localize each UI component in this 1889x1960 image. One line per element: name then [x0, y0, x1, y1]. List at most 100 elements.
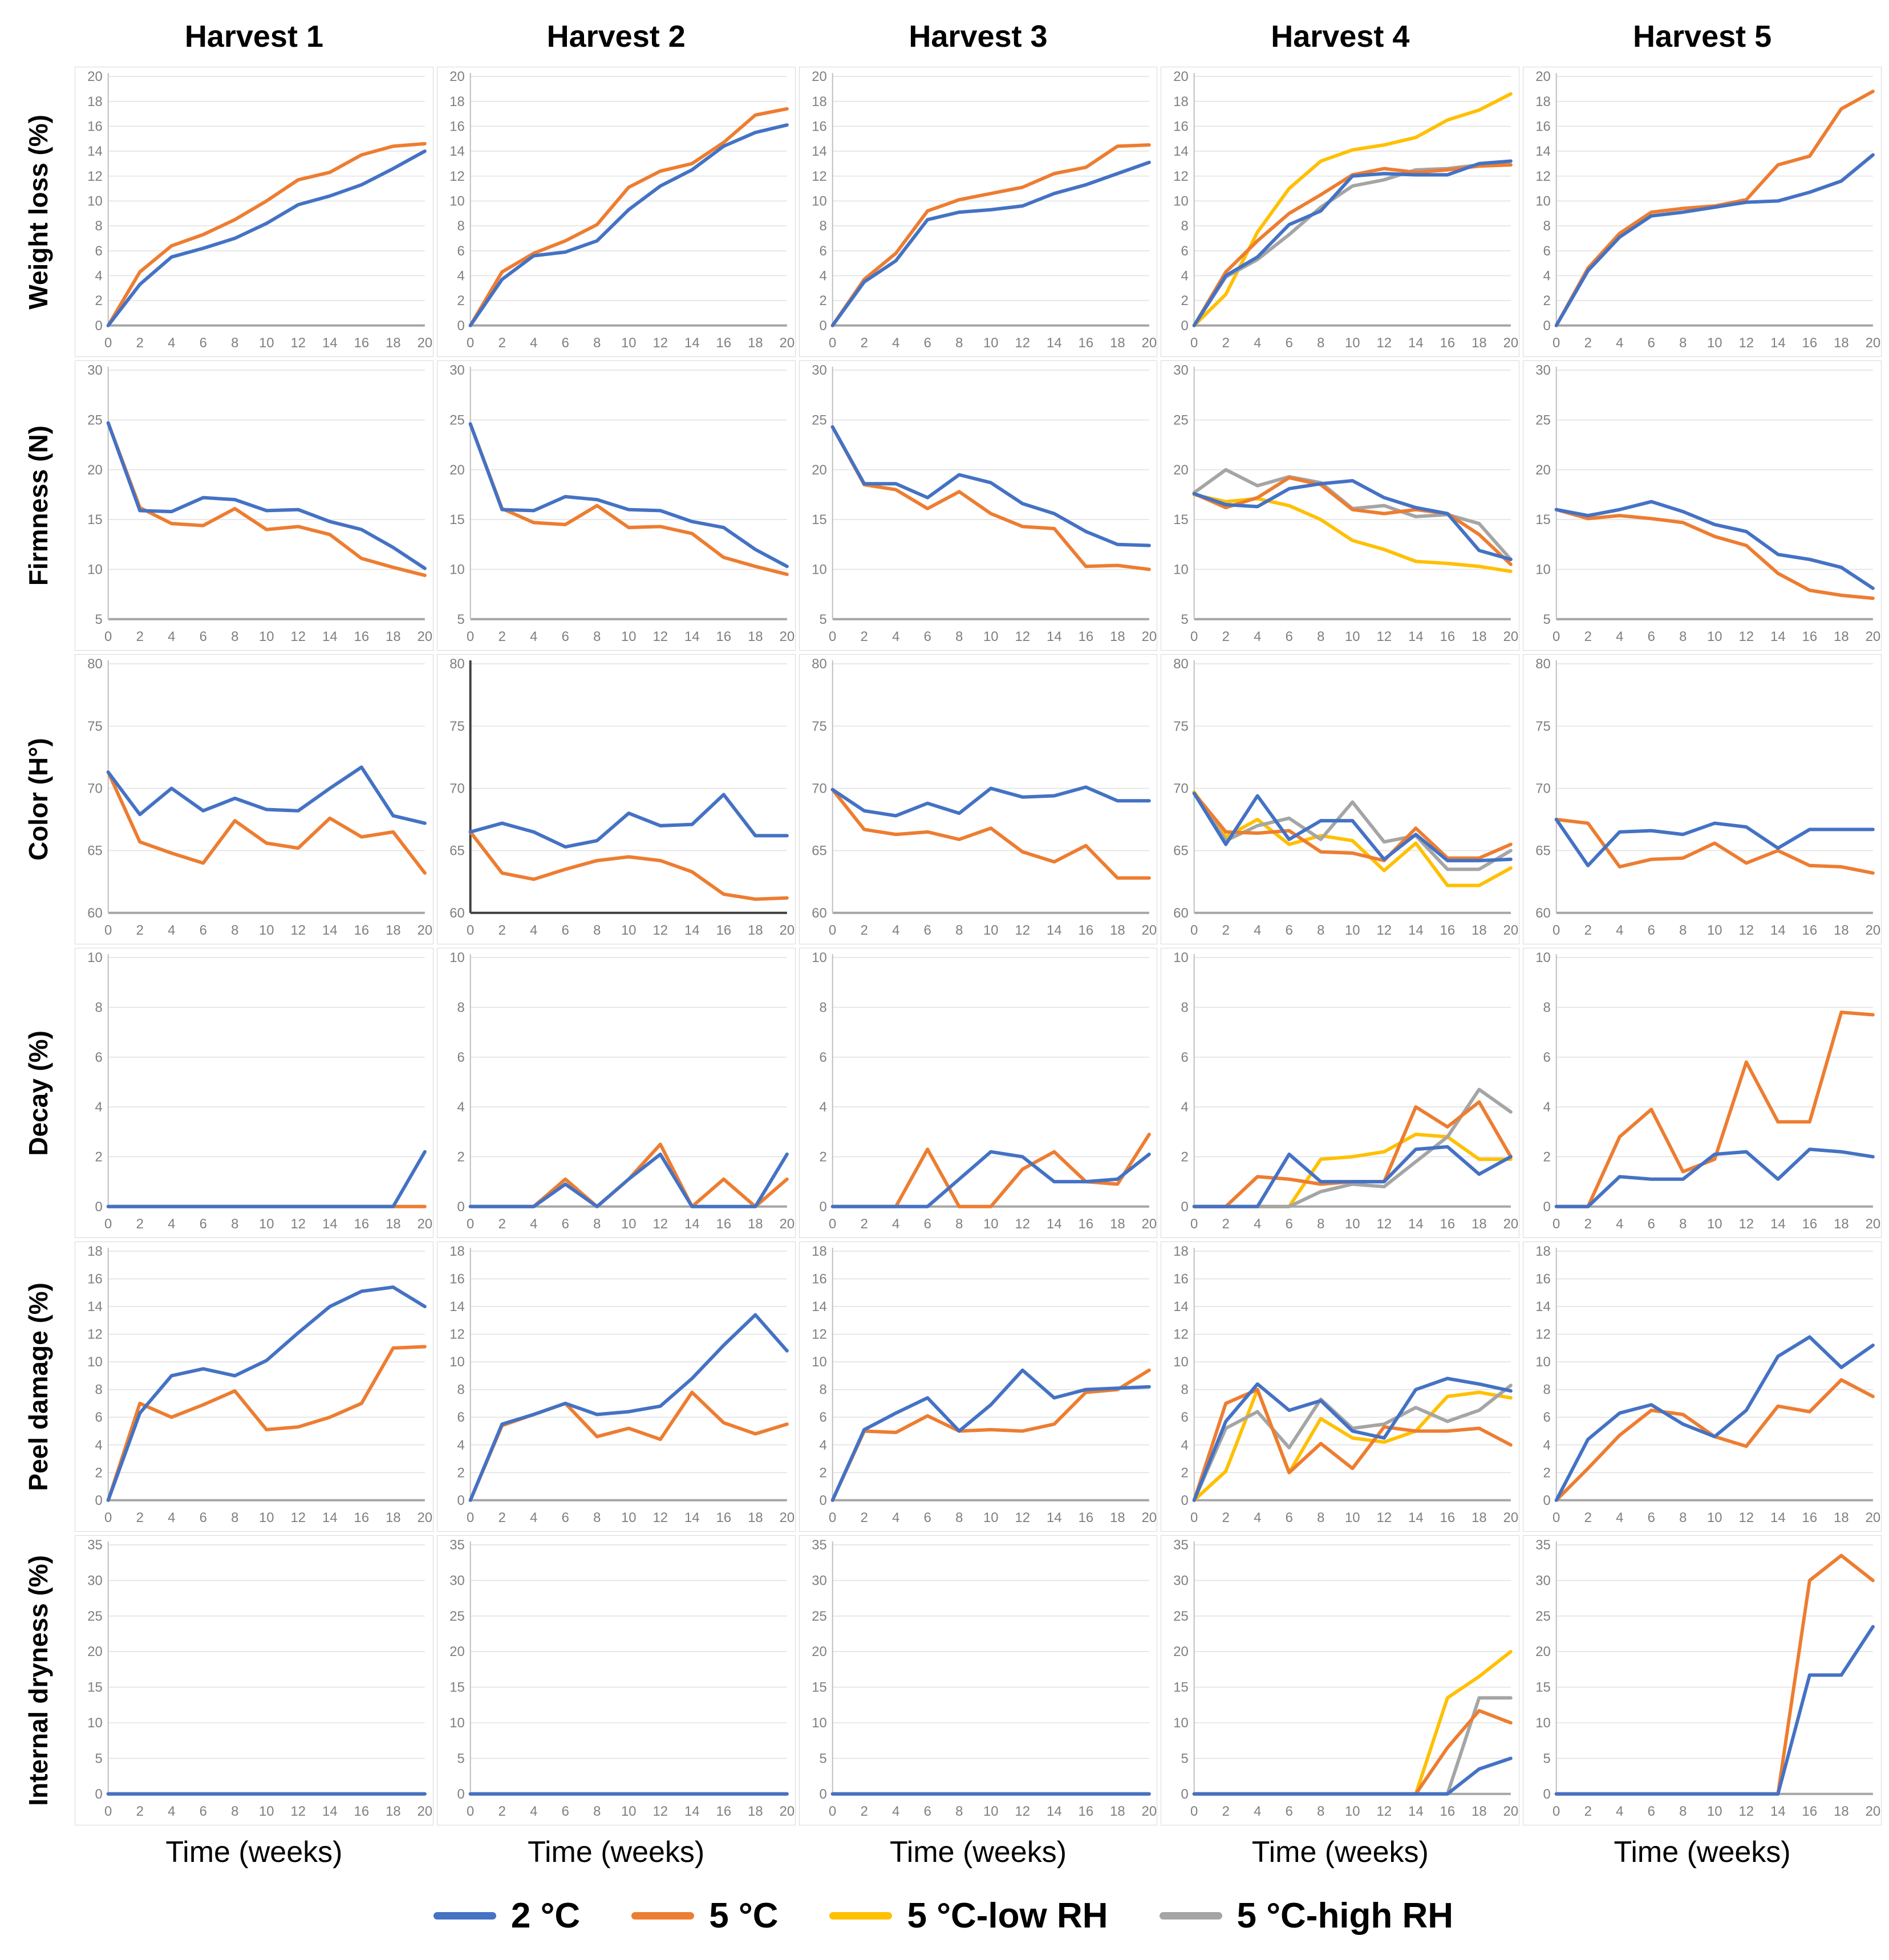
legend-item-5c-low-rh: 5 °C-low RH — [829, 1896, 1108, 1936]
chart-panel-row4-harvest5: 0 2 4 6 8 10 0 2 4 6 8 10 12 14 16 18 20 — [1523, 948, 1882, 1238]
svg-text:12: 12 — [291, 1804, 306, 1819]
series-line-2-c — [468, 793, 789, 849]
svg-text:2: 2 — [136, 1510, 144, 1525]
svg-text:14: 14 — [1408, 335, 1424, 351]
svg-text:20: 20 — [87, 1644, 103, 1659]
svg-text:8: 8 — [231, 335, 238, 351]
svg-text:10: 10 — [259, 1216, 274, 1232]
svg-text:35: 35 — [87, 1537, 103, 1553]
svg-text:0: 0 — [1190, 629, 1198, 644]
svg-text:10: 10 — [1707, 629, 1722, 644]
svg-text:0: 0 — [1190, 335, 1198, 351]
chart-panel-row3-harvest4: 60 65 70 75 80 0 2 4 6 8 10 12 14 16 18 20 — [1161, 654, 1520, 944]
svg-text:70: 70 — [1535, 781, 1551, 796]
svg-text:16: 16 — [716, 1804, 731, 1819]
svg-text:2: 2 — [457, 293, 464, 309]
svg-text:6: 6 — [923, 1804, 931, 1819]
svg-text:10: 10 — [1707, 1804, 1722, 1819]
row-peel-damage: Peel damage (%) 0 2 4 6 8 10 12 14 16 18 0 2 4 6 8 10 12… — [3, 1240, 1883, 1533]
svg-text:10: 10 — [1345, 335, 1360, 351]
svg-text:0: 0 — [104, 629, 112, 644]
row-firmness: Firmness (N) 5 10 15 20 25 30 0 2 4 6 8 10 12 14 16 18 2… — [3, 359, 1883, 652]
svg-text:16: 16 — [1802, 629, 1818, 644]
svg-text:15: 15 — [449, 1680, 465, 1695]
svg-text:10: 10 — [812, 1354, 827, 1370]
series-line-2-c — [1554, 1335, 1875, 1502]
svg-text:8: 8 — [955, 629, 963, 644]
svg-text:16: 16 — [1078, 923, 1093, 938]
svg-text:10: 10 — [87, 1354, 103, 1370]
svg-text:4: 4 — [892, 335, 899, 351]
series-line-5-c — [468, 107, 789, 327]
svg-text:0: 0 — [829, 629, 836, 644]
chart-panel-row5-harvest4: 0 2 4 6 8 10 12 14 16 18 0 2 4 6 8 10 12 14 16 18 20 — [1161, 1241, 1520, 1532]
series-line-5-c — [1554, 1378, 1875, 1502]
svg-text:20: 20 — [779, 1510, 794, 1525]
chart-svg: 60 65 70 75 80 0 2 4 6 8 10 12 14 16 18 20 — [87, 656, 432, 938]
svg-text:10: 10 — [1174, 1354, 1189, 1370]
svg-text:25: 25 — [449, 1609, 465, 1624]
svg-text:2: 2 — [860, 629, 868, 644]
svg-text:10: 10 — [621, 629, 637, 644]
series-line-2-c — [1193, 478, 1513, 561]
svg-text:4: 4 — [168, 335, 175, 351]
svg-text:6: 6 — [561, 1510, 569, 1525]
svg-text:6: 6 — [457, 1410, 464, 1425]
svg-text:6: 6 — [561, 629, 569, 644]
svg-text:10: 10 — [1535, 1715, 1551, 1731]
svg-text:8: 8 — [1181, 218, 1189, 234]
legend: 2 °C 5 °C 5 °C-low RH 5 °C-high RH — [3, 1877, 1883, 1954]
svg-text:16: 16 — [1078, 629, 1093, 644]
svg-text:65: 65 — [1174, 843, 1189, 859]
svg-text:15: 15 — [449, 512, 465, 527]
svg-text:25: 25 — [87, 1609, 103, 1624]
svg-text:4: 4 — [457, 268, 464, 283]
series-line-2-c — [1554, 818, 1875, 867]
svg-text:30: 30 — [1535, 1573, 1551, 1588]
svg-text:20: 20 — [1866, 335, 1881, 351]
svg-text:10: 10 — [1535, 1354, 1551, 1370]
svg-text:0: 0 — [467, 1510, 474, 1525]
svg-text:14: 14 — [1047, 1804, 1062, 1819]
svg-text:18: 18 — [1110, 1510, 1125, 1525]
svg-text:8: 8 — [1181, 1382, 1189, 1398]
svg-text:12: 12 — [291, 1510, 306, 1525]
svg-text:2: 2 — [1584, 1510, 1592, 1525]
svg-text:2: 2 — [457, 1149, 464, 1164]
series-line-2-c — [830, 160, 1151, 327]
svg-text:60: 60 — [1174, 906, 1189, 921]
legend-label-2c: 2 °C — [510, 1896, 581, 1935]
svg-text:18: 18 — [1472, 629, 1487, 644]
svg-text:75: 75 — [87, 719, 103, 734]
svg-text:12: 12 — [1015, 1510, 1030, 1525]
svg-text:15: 15 — [87, 1680, 103, 1695]
svg-text:8: 8 — [955, 1804, 963, 1819]
svg-text:0: 0 — [1190, 1804, 1198, 1819]
svg-text:8: 8 — [955, 335, 963, 351]
svg-text:14: 14 — [812, 1299, 827, 1314]
series-line-2-c — [1554, 1625, 1875, 1796]
legend-item-2c: 2 °C — [433, 1896, 580, 1936]
svg-text:2: 2 — [498, 629, 505, 644]
svg-text:16: 16 — [449, 119, 465, 134]
svg-text:8: 8 — [457, 1382, 464, 1398]
row-decay: Decay (%) 0 2 4 6 8 10 0 2 4 6 8 10 12 14 16 18 20 0 2 4 6 8 1… — [3, 946, 1883, 1240]
svg-text:6: 6 — [457, 1050, 464, 1065]
svg-text:18: 18 — [1174, 1244, 1189, 1259]
svg-text:20: 20 — [417, 335, 433, 351]
svg-text:18: 18 — [87, 1244, 103, 1259]
series-line-5-c — [468, 422, 789, 577]
svg-text:2: 2 — [1181, 1149, 1189, 1164]
svg-text:18: 18 — [748, 1510, 763, 1525]
svg-text:20: 20 — [1503, 629, 1519, 644]
svg-text:18: 18 — [812, 94, 827, 109]
chart-svg: 0 5 10 15 20 25 30 35 0 2 4 6 8 10 12 14 16 18 20 — [812, 1537, 1157, 1819]
svg-text:16: 16 — [1802, 1216, 1818, 1232]
chart-svg: 0 2 4 6 8 10 12 14 16 18 20 0 2 4 6 8 10 12 14 16 18 20 — [449, 69, 794, 351]
svg-text:4: 4 — [168, 923, 175, 938]
svg-text:16: 16 — [354, 629, 370, 644]
chart-svg: 0 2 4 6 8 10 12 14 16 18 0 2 4 6 8 10 12 14 16 18 20 — [1174, 1244, 1519, 1525]
series-line-5-c-low-rh — [1193, 92, 1513, 327]
svg-text:14: 14 — [322, 923, 338, 938]
series-line-2-c — [830, 785, 1151, 818]
